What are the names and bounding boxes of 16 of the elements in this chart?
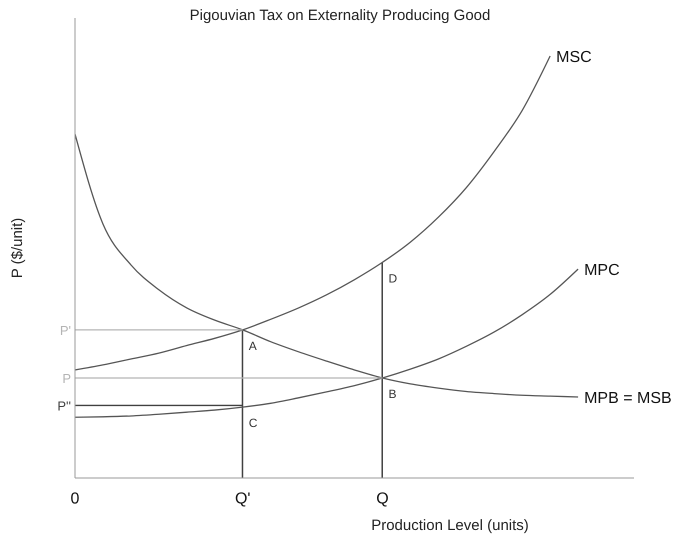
x-tick-label: Q	[376, 490, 389, 508]
series-label: MSC	[556, 48, 592, 66]
x-tick-label: 0	[70, 490, 80, 508]
series-label: MPB = MSB	[584, 390, 672, 407]
y-axis-title: P ($/unit)	[9, 218, 26, 278]
series-label: MPC	[584, 262, 620, 280]
series-label: P''	[57, 398, 71, 414]
series-label: P'	[60, 322, 71, 338]
annotation: B	[388, 386, 396, 401]
x-axis-title: Production Level (units)	[371, 517, 529, 534]
x-tick-label: Q'	[234, 490, 250, 508]
chart-title: Pigouvian Tax on Externality Producing Good	[190, 7, 490, 24]
annotation: D	[388, 271, 398, 286]
annotation: C	[248, 416, 258, 430]
series-label: P	[62, 370, 71, 386]
annotation: A	[248, 338, 257, 353]
